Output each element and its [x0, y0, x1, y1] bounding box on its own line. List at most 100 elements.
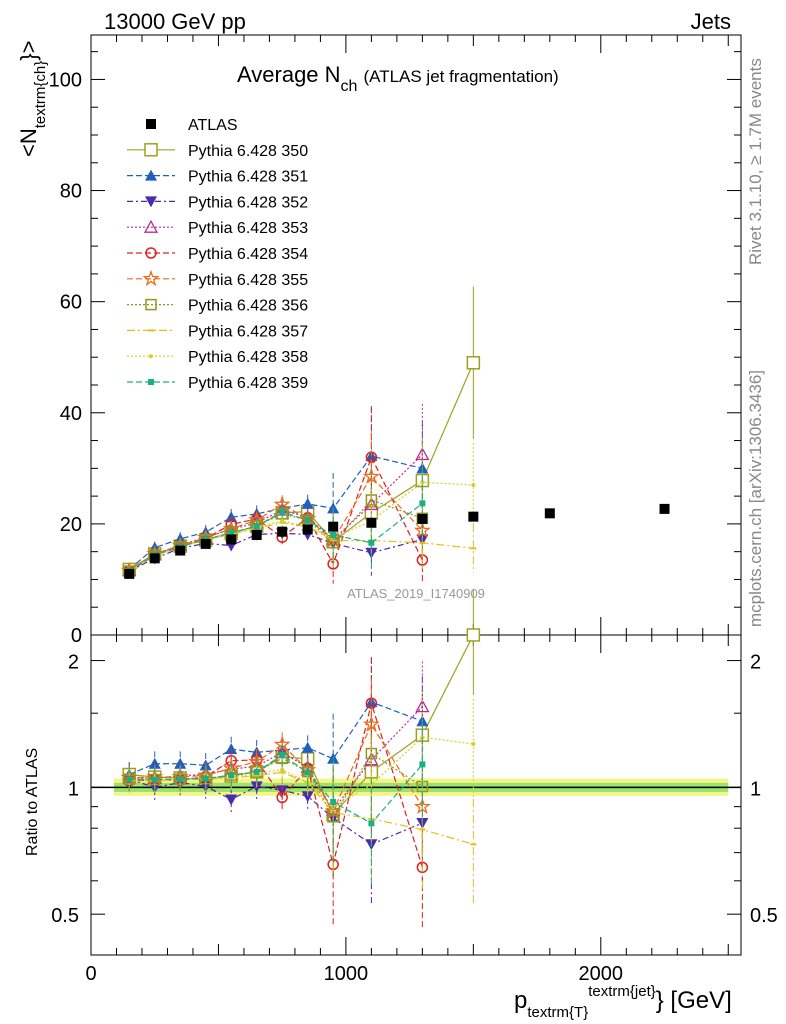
- series-point: [280, 519, 285, 524]
- ratio-point: [228, 772, 235, 779]
- atlas-point: [366, 517, 377, 528]
- ratio-point: [419, 761, 426, 768]
- ratio-tick-label: 0.5: [51, 905, 79, 927]
- atlas-point: [124, 568, 135, 579]
- series-point: [419, 500, 426, 507]
- ratio-point: [466, 628, 481, 642]
- legend-label: Pythia 6.428 357: [188, 323, 308, 340]
- ratio-series-layer: [91, 589, 741, 928]
- series-point: [466, 356, 481, 370]
- legend-marker: [144, 143, 158, 157]
- ratio-point: [151, 776, 158, 783]
- ratio-point: [276, 791, 288, 804]
- x-axis-label-sup: textrm{jet}: [588, 983, 656, 1000]
- ratio-point: [225, 794, 238, 806]
- ratio-point: [279, 752, 286, 759]
- rivet-label: Rivet 3.1.10, ≥ 1.7M events: [746, 58, 765, 265]
- ratio-point: [304, 769, 311, 776]
- ratio-point: [253, 768, 260, 775]
- main-title-tail: (ATLAS jet fragmentation): [363, 67, 558, 86]
- atlas-point: [277, 526, 288, 537]
- atlas-point: [468, 511, 479, 522]
- atlas-point: [251, 530, 262, 540]
- x-tick-label: 2000: [579, 963, 624, 985]
- y-tick-label: 60: [60, 292, 82, 314]
- header-right: Jets: [691, 9, 731, 34]
- legend-label: Pythia 6.428 355: [188, 272, 308, 289]
- legend: ATLAS Pythia 6.428 350 Pythia 6.428 351 Pyt…: [127, 117, 308, 392]
- series-point: [253, 523, 260, 530]
- ratio-point: [330, 799, 337, 806]
- atlas-point: [417, 513, 428, 524]
- series-point: [420, 480, 425, 485]
- ratio-line-1: [129, 701, 423, 776]
- ratio-point: [126, 776, 133, 783]
- legend-label: Pythia 6.428 353: [188, 220, 308, 237]
- series-point: [471, 483, 476, 487]
- main-title: Average Nch (ATLAS jet fragmentation): [237, 62, 559, 95]
- legend-marker: [145, 169, 157, 181]
- atlas-point: [328, 521, 339, 532]
- legend-marker: [142, 269, 160, 287]
- ratio-point: [420, 735, 425, 740]
- main-axes: 0 20 40 60 80 100: [49, 35, 741, 647]
- ratio-point: [471, 741, 476, 746]
- x-axis-label-sub: textrm{T}: [527, 1004, 588, 1021]
- series-line-2: [128, 532, 423, 572]
- mcplots-label: mcplots.cern.ch [arXiv:1306.3436]: [746, 370, 765, 627]
- ratio-frame: [90, 634, 742, 956]
- ratio-point: [174, 757, 187, 769]
- ratio-point: [148, 757, 161, 769]
- legend-label: Pythia 6.428 352: [188, 194, 308, 211]
- y-tick-label: 80: [60, 181, 82, 203]
- y-tick-label: 20: [60, 514, 82, 536]
- legend-marker: [148, 379, 154, 385]
- y-tick-label: 0: [71, 625, 82, 647]
- ratio-line-8: [129, 736, 474, 808]
- y-axis-label: <Ntextrm{ch}}>: [16, 41, 49, 157]
- ratio-point: [177, 776, 184, 783]
- atlas-point: [175, 545, 186, 556]
- ratio-y-label: Ratio to ATLAS: [24, 748, 41, 856]
- main-series-layer: [120, 286, 670, 584]
- atlas-point: [544, 508, 555, 519]
- legend-label: Pythia 6.428 359: [188, 375, 308, 392]
- series-point: [279, 508, 286, 515]
- legend-marker: [143, 219, 159, 233]
- atlas-point: [149, 553, 160, 564]
- legend-label: Pythia 6.428 356: [188, 298, 308, 315]
- atlas-point: [659, 503, 670, 514]
- legend-label: Pythia 6.428 351: [188, 169, 308, 186]
- y-axis-label-tail: }>: [16, 41, 41, 61]
- ratio-tick-label: 2: [68, 652, 79, 674]
- legend-label: Pythia 6.428 354: [188, 246, 308, 263]
- ratio-axes: 0 1000 2000 0.5 0.5 1 1 2 2: [51, 635, 778, 985]
- x-tick-label: 1000: [324, 963, 369, 985]
- legend-marker: [145, 298, 157, 311]
- ratio-tick-label-right: 1: [750, 778, 761, 800]
- legend-label: Pythia 6.428 358: [188, 349, 308, 366]
- x-axis-label-tail: } [GeV]: [656, 987, 732, 1014]
- series-point: [304, 517, 311, 524]
- y-axis-label-sub: textrm{ch}: [32, 61, 49, 129]
- ratio-line-4: [129, 700, 423, 868]
- legend-label: ATLAS: [188, 117, 238, 134]
- legend-label: Pythia 6.428 350: [188, 143, 308, 160]
- ratio-point: [368, 820, 375, 827]
- main-title-sub: ch: [341, 78, 358, 95]
- ratio-line-5: [129, 723, 423, 813]
- y-tick-label: 100: [49, 69, 82, 91]
- legend-marker: [146, 119, 156, 129]
- x-tick-label: 0: [85, 963, 96, 985]
- legend-marker: [145, 196, 157, 208]
- series-point: [330, 532, 337, 538]
- main-title-text: Average N: [237, 62, 341, 87]
- ratio-point: [415, 699, 430, 713]
- series-point: [228, 529, 235, 536]
- x-axis-label-main: p: [514, 987, 527, 1014]
- ratio-tick-label-right: 2: [750, 652, 761, 674]
- series-point: [301, 497, 314, 509]
- ratio-point: [362, 715, 380, 732]
- y-tick-label: 40: [60, 403, 82, 425]
